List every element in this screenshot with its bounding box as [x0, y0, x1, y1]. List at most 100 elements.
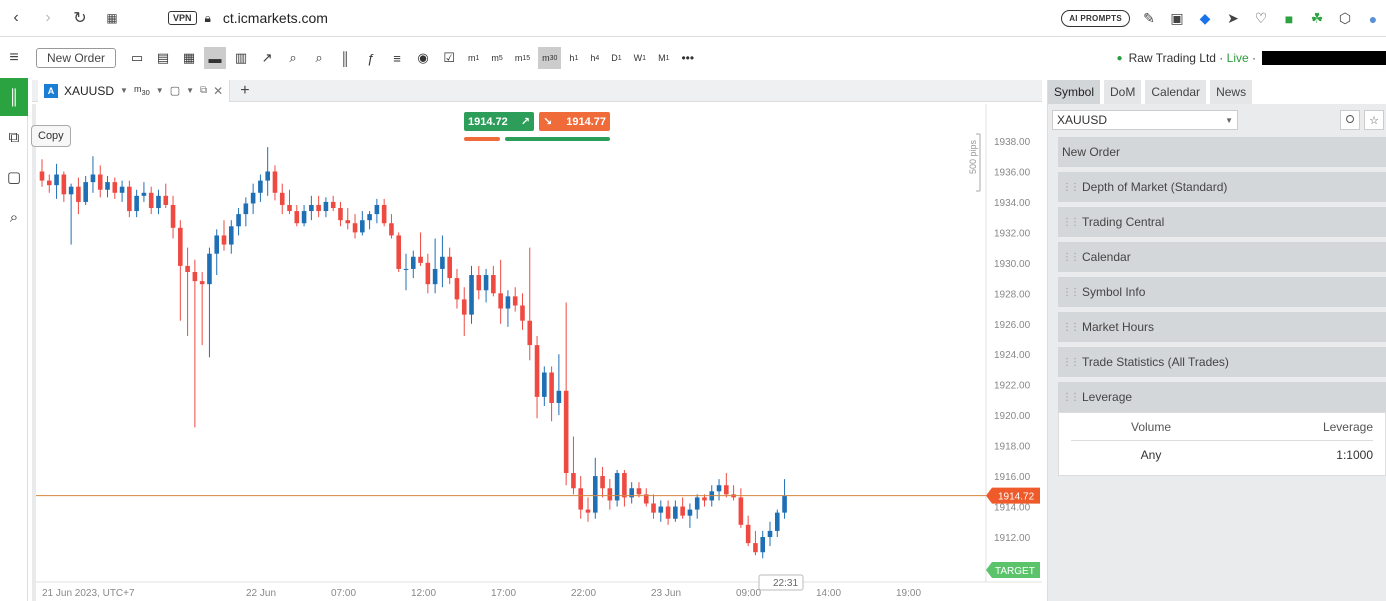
chevron-down-icon[interactable]: ▼: [120, 86, 128, 95]
ai-prompts-button[interactable]: AI PROMPTS: [1061, 10, 1130, 27]
time-tick-label: 07:00: [331, 588, 356, 599]
analyze-icon[interactable]: ⌕: [9, 208, 19, 226]
reload-icon[interactable]: ↻: [73, 10, 87, 27]
widget-leverage[interactable]: ⋮⋮ Leverage: [1058, 382, 1386, 412]
chart-tab-xauusd[interactable]: A XAUUSD ▼ m30 ▼ ▢ ▼ ⧉ ✕: [38, 79, 231, 102]
candle-bearish: [491, 275, 496, 294]
chart-tab-timeframe[interactable]: m30: [133, 84, 150, 97]
time-tick-label: 17:00: [491, 588, 516, 599]
drag-handle-icon[interactable]: ⋮⋮: [1062, 181, 1080, 193]
chart-area[interactable]: 1938.00 1936.00 1934.00 1932.00 1930.00 1928.…: [32, 104, 1042, 601]
candle-bullish: [360, 220, 365, 233]
candle-bullish: [542, 372, 547, 397]
drag-handle-icon[interactable]: ⋮⋮: [1062, 286, 1080, 298]
lock-icon[interactable]: 🔒︎: [204, 10, 211, 25]
candle-bullish: [323, 201, 329, 212]
drag-handle-icon[interactable]: ⋮⋮: [1062, 321, 1080, 333]
crosshair-time-box: [758, 574, 804, 591]
widget-trading-central[interactable]: ⋮⋮ Trading Central: [1058, 207, 1386, 237]
chevron-down-icon[interactable]: ▼: [155, 86, 164, 95]
new-order-button[interactable]: New Order: [36, 48, 117, 68]
objects-manager-icon[interactable]: ☑: [443, 50, 455, 65]
tab-dom[interactable]: DoM: [1104, 80, 1142, 104]
split-chart-icon[interactable]: ▥: [234, 50, 248, 65]
camera-icon[interactable]: ▣: [1170, 10, 1184, 26]
drag-handle-icon[interactable]: ⋮⋮: [1062, 216, 1080, 228]
detach-tab-icon[interactable]: ⧉: [200, 85, 208, 96]
widget-depth-of-market[interactable]: ⋮⋮ Depth of Market (Standard): [1058, 172, 1386, 202]
detach-chart-icon[interactable]: ▤: [156, 50, 170, 65]
timeframe-m30[interactable]: m 30: [538, 47, 562, 69]
single-chart-icon[interactable]: ▬: [204, 47, 227, 69]
buy-button[interactable]: ↘ 1914.77: [539, 112, 610, 131]
candle-bullish: [410, 256, 416, 269]
candle-bearish: [338, 208, 343, 221]
close-icon[interactable]: ✕: [213, 83, 224, 98]
symbol-select[interactable]: XAUUSD ▼: [1052, 110, 1238, 130]
copy-icon[interactable]: ⧉: [8, 128, 20, 146]
extension-leaf-icon[interactable]: ☘: [1310, 10, 1324, 26]
candlestick-type-icon[interactable]: ║: [340, 50, 350, 66]
layers-icon[interactable]: ≡: [393, 50, 401, 66]
chart-tab-symbol[interactable]: XAUUSD: [64, 83, 115, 98]
chevron-down-icon[interactable]: ▼: [186, 86, 195, 95]
apps-grid-icon[interactable]: ▦: [106, 11, 118, 25]
zoom-out-icon[interactable]: ⌕: [315, 50, 323, 65]
widget-symbol-info[interactable]: ⋮⋮ Symbol Info: [1058, 277, 1386, 307]
widget-calendar[interactable]: ⋮⋮ Calendar: [1058, 242, 1386, 272]
tab-news[interactable]: News: [1210, 80, 1253, 104]
trade-view-icon[interactable]: ║: [0, 78, 28, 116]
candlestick-chart[interactable]: 1938.00 1936.00 1934.00 1932.00 1930.00 1928.…: [36, 104, 1042, 601]
chart-settings-icon[interactable]: ▭: [130, 50, 144, 65]
cube-icon[interactable]: ⬡: [1338, 10, 1352, 26]
drag-handle-icon[interactable]: ⋮⋮: [1062, 356, 1080, 368]
account-info[interactable]: ● Raw Trading Ltd · Live ·: [1117, 38, 1386, 78]
copy-tooltip: Copy: [31, 125, 71, 147]
multi-chart-icon[interactable]: ▦: [182, 50, 196, 65]
sell-button[interactable]: 1914.72 ↗: [464, 112, 534, 131]
tab-symbol[interactable]: Symbol: [1048, 80, 1101, 104]
automate-robot-icon[interactable]: ▢: [6, 169, 22, 186]
timeframe-m15[interactable]: m 15: [514, 53, 531, 63]
widget-trade-statistics[interactable]: ⋮⋮ Trade Statistics (All Trades): [1058, 347, 1386, 377]
shield-icon[interactable]: ◆: [1199, 10, 1211, 26]
candle-bearish: [476, 275, 482, 291]
address-bar[interactable]: ct.icmarkets.com: [222, 10, 328, 26]
chart-type-icon[interactable]: ▢: [169, 85, 181, 97]
eye-icon[interactable]: ◉: [417, 50, 429, 65]
widget-market-hours[interactable]: ⋮⋮ Market Hours: [1058, 312, 1386, 342]
more-timeframes-button[interactable]: •••: [681, 51, 695, 65]
share-icon[interactable]: ⭘: [1340, 110, 1360, 130]
star-icon[interactable]: ☆: [1364, 110, 1384, 130]
time-tick-label: 19:00: [896, 588, 921, 599]
tab-calendar[interactable]: Calendar: [1145, 80, 1207, 104]
drag-handle-icon[interactable]: ⋮⋮: [1062, 251, 1080, 263]
edit-icon[interactable]: ✎: [1143, 10, 1155, 26]
forward-icon[interactable]: ›: [45, 9, 51, 26]
vpn-badge[interactable]: VPN: [168, 11, 197, 25]
candle-bullish: [207, 253, 212, 285]
hamburger-menu-icon[interactable]: ≡: [9, 49, 19, 66]
extension-green-icon[interactable]: ■: [1284, 10, 1294, 27]
candle-bearish: [724, 485, 729, 495]
drag-handle-icon[interactable]: ⋮⋮: [1062, 391, 1080, 403]
widget-new-order[interactable]: New Order: [1058, 137, 1386, 167]
back-icon[interactable]: ‹: [13, 9, 19, 26]
indicators-icon[interactable]: ƒ: [367, 50, 375, 66]
send-icon[interactable]: ➤: [1227, 10, 1239, 26]
candle-bullish: [760, 537, 766, 553]
drawing-tools-icon[interactable]: ↗: [261, 50, 273, 65]
heart-icon[interactable]: ♡: [1254, 10, 1268, 26]
profile-icon[interactable]: ●: [1368, 10, 1378, 27]
candle-bullish: [301, 211, 307, 224]
zoom-in-icon[interactable]: ⌕: [289, 50, 297, 65]
add-chart-tab-icon[interactable]: +: [240, 81, 250, 99]
current-price-label: 1914.72: [998, 492, 1035, 503]
